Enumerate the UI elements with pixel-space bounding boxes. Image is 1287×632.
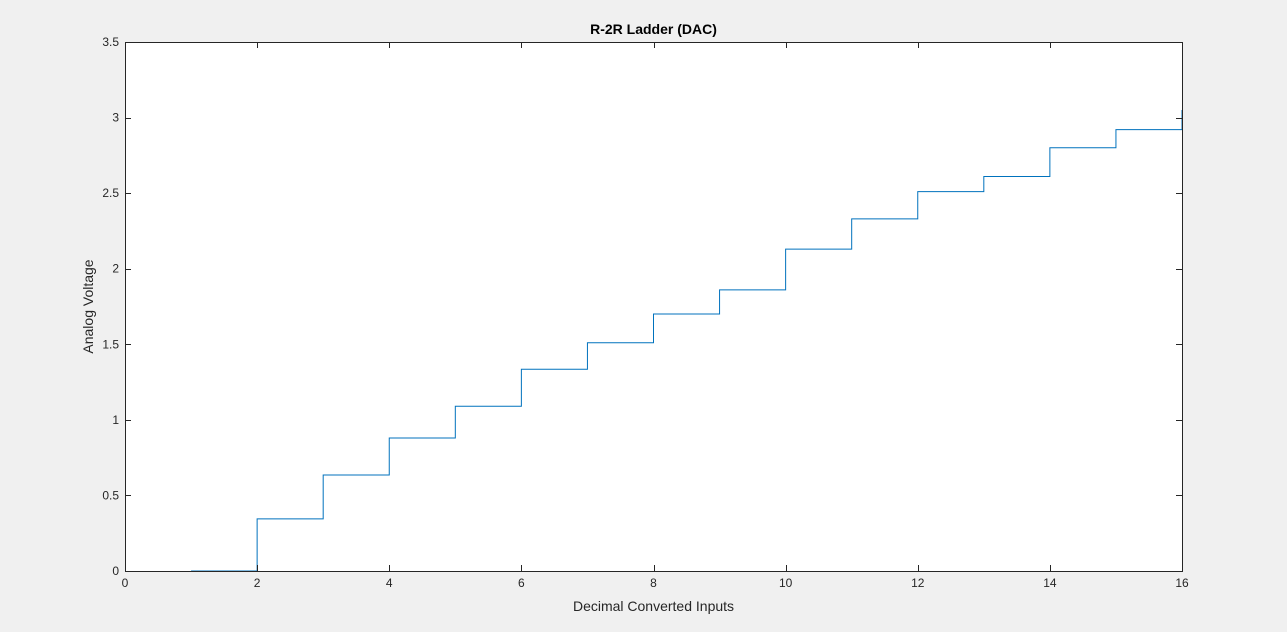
- axes-box: [125, 42, 1183, 572]
- axes-background: [125, 42, 1182, 571]
- stairs-series-line: [191, 110, 1183, 572]
- x-tick-label: 4: [386, 576, 393, 590]
- plot-layer: [191, 110, 1183, 572]
- y-tick-label: 1.5: [102, 337, 119, 351]
- y-tick-label: 2.5: [102, 186, 119, 200]
- x-tick-label: 6: [518, 576, 525, 590]
- x-tick-label: 10: [779, 576, 793, 590]
- y-tick-label: 1: [112, 413, 119, 427]
- x-tick-label: 12: [911, 576, 925, 590]
- x-tick-label: 8: [650, 576, 657, 590]
- y-tick-label: 0: [112, 564, 119, 578]
- x-tick-label: 16: [1175, 576, 1189, 590]
- y-tick-label: 3.5: [102, 35, 119, 49]
- x-axis-label: Decimal Converted Inputs: [573, 598, 734, 614]
- y-tick-label: 3: [112, 111, 119, 125]
- tick-layer: 0 2 4 6 8 10 12 14 16 0 0.5 1 1.5 2 2.5 3 3.5: [102, 35, 1189, 590]
- y-axis-label: Analog Voltage: [80, 259, 96, 353]
- chart-title: R-2R Ladder (DAC): [590, 21, 717, 37]
- x-tick-label: 14: [1043, 576, 1057, 590]
- y-tick-label: 0.5: [102, 488, 119, 502]
- x-tick-label: 2: [254, 576, 261, 590]
- x-tick-label: 0: [122, 576, 129, 590]
- y-tick-label: 2: [112, 262, 119, 276]
